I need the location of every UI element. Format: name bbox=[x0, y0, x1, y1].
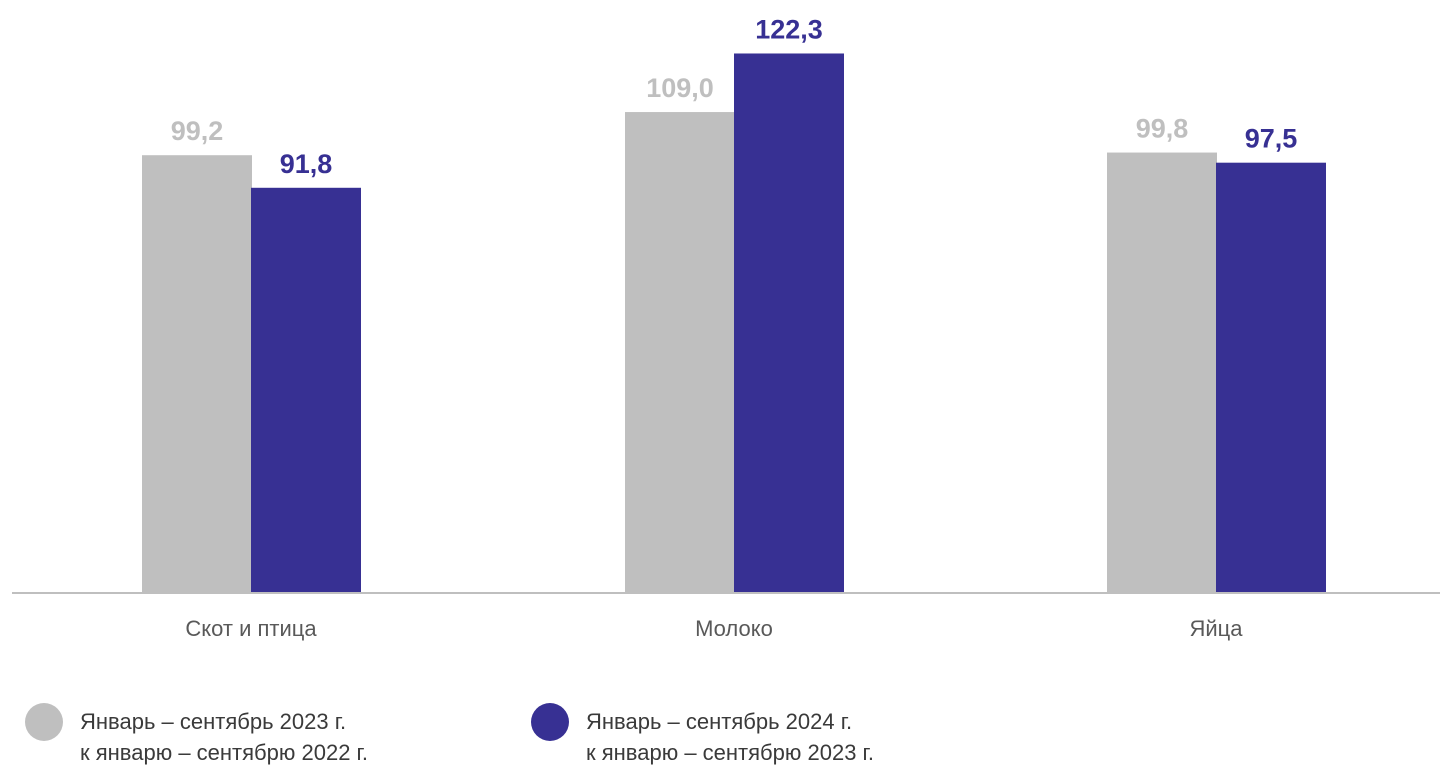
legend-label-2024-line-2: к январю – сентябрю 2023 г. bbox=[586, 740, 874, 765]
bar-2023-0 bbox=[142, 155, 252, 592]
legend-swatch-2024 bbox=[531, 703, 569, 741]
bar-2024-0 bbox=[251, 187, 361, 592]
bar-chart-plot: 99,2 91,8 Скот и птица 109,0 122,3 Молоко 99,8… bbox=[12, 14, 1440, 641]
bar-2023-1 bbox=[625, 112, 735, 592]
legend-label-2024: Январь – сентябрь 2024 г. к январю – сен… bbox=[586, 706, 874, 768]
data-label-2024-2: 97,5 bbox=[1245, 124, 1298, 154]
legend-label-2024-line-1: Январь – сентябрь 2024 г. bbox=[586, 709, 853, 734]
data-label-2024-1: 122,3 bbox=[755, 14, 823, 44]
bar-2023-2 bbox=[1107, 152, 1217, 593]
x-tick-label-1: Молоко bbox=[695, 616, 773, 641]
data-label-2023-2: 99,8 bbox=[1136, 114, 1189, 144]
legend-label-2023-line-2: к январю – сентябрю 2022 г. bbox=[80, 740, 368, 765]
data-label-2023-0: 99,2 bbox=[171, 116, 224, 146]
data-label-2024-0: 91,8 bbox=[280, 149, 333, 179]
x-tick-label-0: Скот и птица bbox=[185, 616, 317, 641]
bar-2024-1 bbox=[734, 53, 844, 593]
legend: Январь – сентябрь 2023 г. к январю – сен… bbox=[0, 703, 1440, 768]
legend-label-2023-line-1: Январь – сентябрь 2023 г. bbox=[80, 709, 347, 734]
data-label-2023-1: 109,0 bbox=[646, 73, 714, 103]
x-tick-label-2: Яйца bbox=[1189, 616, 1243, 641]
bar-2024-2 bbox=[1216, 162, 1326, 592]
legend-swatch-2023 bbox=[25, 703, 63, 741]
legend-label-2023: Январь – сентябрь 2023 г. к январю – сен… bbox=[80, 706, 368, 768]
